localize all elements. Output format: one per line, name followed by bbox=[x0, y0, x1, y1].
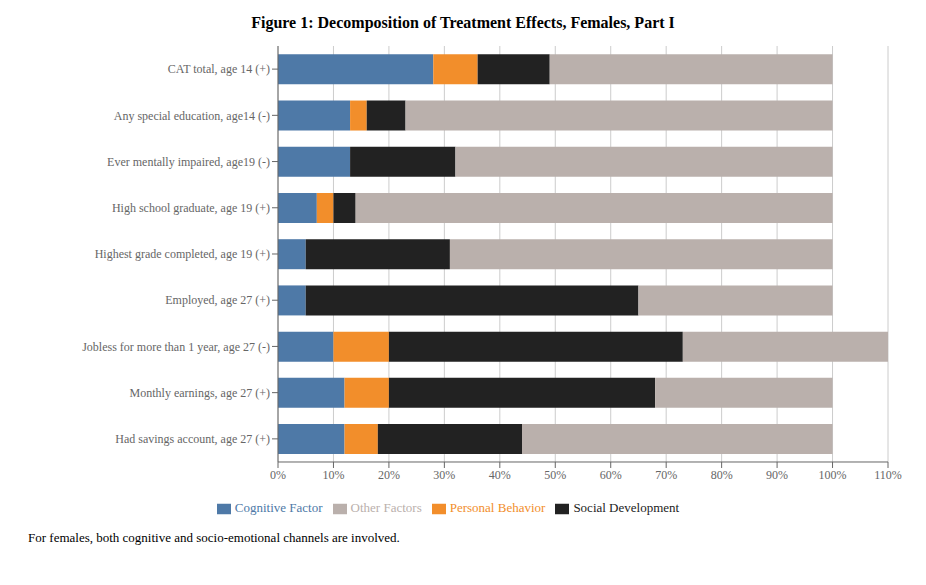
svg-text:Had savings account, age 27 (+: Had savings account, age 27 (+) bbox=[115, 432, 270, 446]
svg-text:Monthly earnings, age 27 (+): Monthly earnings, age 27 (+) bbox=[130, 386, 270, 400]
svg-text:Ever mentally impaired, age19: Ever mentally impaired, age19 (-) bbox=[107, 155, 270, 169]
svg-text:CAT total, age 14 (+): CAT total, age 14 (+) bbox=[168, 62, 270, 76]
html-text:Cognitive Factor: Cognitive Factor bbox=[234, 500, 323, 515]
html-text:Personal Behavior: Personal Behavior bbox=[449, 500, 546, 515]
html-text:Other Factors: Other Factors bbox=[350, 500, 422, 515]
svg-text:90%: 90% bbox=[766, 468, 788, 482]
svg-text:0%: 0% bbox=[270, 468, 286, 482]
svg-text:Employed, age 27 (+): Employed, age 27 (+) bbox=[165, 293, 270, 307]
svg-text:Any special education, age14 (: Any special education, age14 (-) bbox=[114, 109, 270, 123]
svg-text:50%: 50% bbox=[544, 468, 566, 482]
html-text:For females, both cognitive an: For females, both cognitive and socio-em… bbox=[28, 530, 400, 545]
svg-text:High school graduate, age 19 (: High school graduate, age 19 (+) bbox=[112, 201, 270, 215]
svg-text:80%: 80% bbox=[711, 468, 733, 482]
svg-text:Jobless for more than 1 year,: Jobless for more than 1 year, age 27 (-) bbox=[82, 340, 270, 354]
svg-text:40%: 40% bbox=[489, 468, 511, 482]
svg-text:30%: 30% bbox=[433, 468, 455, 482]
html-text:Figure 1: Decomposition of Tre: Figure 1: Decomposition of Treatment Eff… bbox=[251, 14, 675, 31]
html-text:Social Development: Social Development bbox=[573, 500, 680, 515]
svg-text:70%: 70% bbox=[655, 468, 677, 482]
svg-text:Highest grade completed, age 1: Highest grade completed, age 19 (+) bbox=[95, 247, 270, 261]
svg-text:20%: 20% bbox=[378, 468, 400, 482]
svg-text:60%: 60% bbox=[600, 468, 622, 482]
svg-text:10%: 10% bbox=[322, 468, 344, 482]
svg-text:100%: 100% bbox=[819, 468, 847, 482]
svg-text:110%: 110% bbox=[874, 468, 902, 482]
